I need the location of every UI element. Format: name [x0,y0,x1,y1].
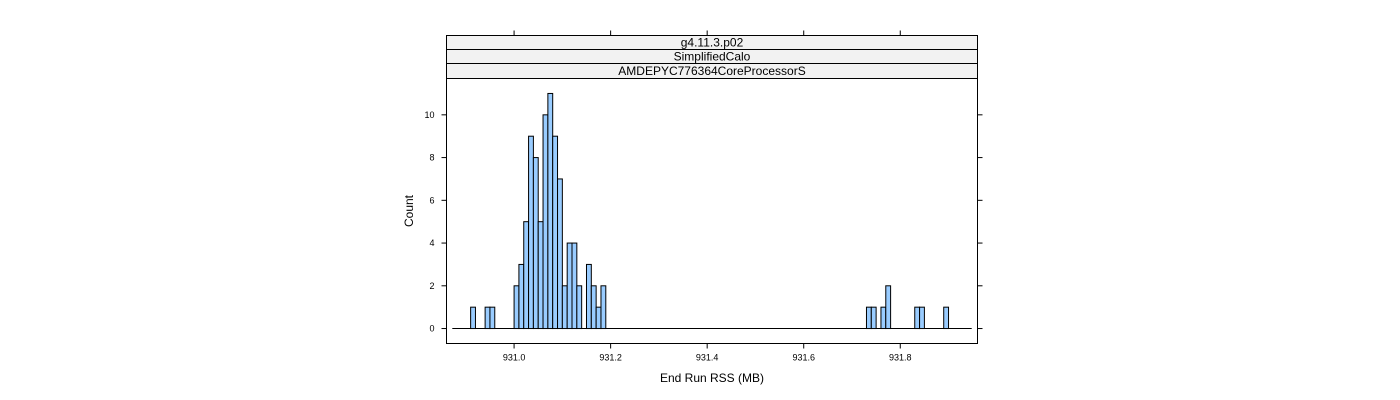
strip-1-text: g4.11.3.p02 [681,36,744,50]
histogram-bar-28 [943,306,950,330]
histogram-bar-22 [865,306,872,330]
histogram-bar-14 [561,285,568,330]
y-axis-label: Count [402,194,416,227]
histogram-bar-27 [919,306,925,330]
y-tick-label-1: 0 [429,324,434,334]
histogram-bar-21 [600,285,607,330]
x-axis-label: End Run RSS (MB) [660,371,764,385]
histogram-bar-3 [489,306,496,330]
histogram-bar-16 [571,242,578,330]
histogram-bar-13 [557,178,563,330]
y-tick-label-3: 4 [429,238,434,248]
histogram-bar-25 [885,285,892,330]
histogram-bar-26 [914,306,921,330]
ticks-layer: 931.0 931.2 931.4 931.6 931.8 0 2 4 6 8 10 [424,30,983,363]
strip-group: g4.11.3.p02 SimplifiedCalo AMDEPYC776364… [446,35,978,79]
y-tick-label-5: 8 [429,153,434,163]
histogram-bar-17 [576,285,583,330]
x-tick-label-5: 931.8 [889,353,912,363]
histogram-bar-23 [870,306,877,330]
panel-frame [446,78,978,344]
histogram-bar-11 [547,92,554,330]
y-tick-label-6: 10 [424,110,434,120]
histogram-bar-19 [590,285,597,330]
histogram-bar-20 [595,306,602,330]
histogram-bar-5 [518,263,525,330]
x-tick-label-4: 931.6 [792,353,815,363]
x-tick-label-2: 931.2 [599,353,622,363]
x-tick-label-1: 931.0 [503,353,526,363]
histogram-bar-7 [528,135,534,330]
histogram-bar-8 [532,157,539,330]
histogram-bar-6 [523,221,530,330]
y-tick-label-2: 2 [429,281,434,291]
histogram-bar-12 [552,135,559,330]
strip-3-text: AMDEPYC776364CoreProcessorS [618,64,805,78]
histogram-bar-1 [470,306,476,330]
bars-layer [470,92,950,330]
histogram-bar-24 [880,306,887,330]
histogram-bar-4 [513,285,520,330]
strip-2-text: SimplifiedCalo [674,50,751,64]
x-tick-label-3: 931.4 [696,353,719,363]
histogram-bar-2 [484,306,491,330]
histogram-bar-10 [542,114,549,330]
histogram-bar-9 [537,221,544,330]
histogram-bar-15 [566,242,573,330]
histogram-bar-18 [585,263,592,330]
y-tick-label-4: 6 [429,195,434,205]
